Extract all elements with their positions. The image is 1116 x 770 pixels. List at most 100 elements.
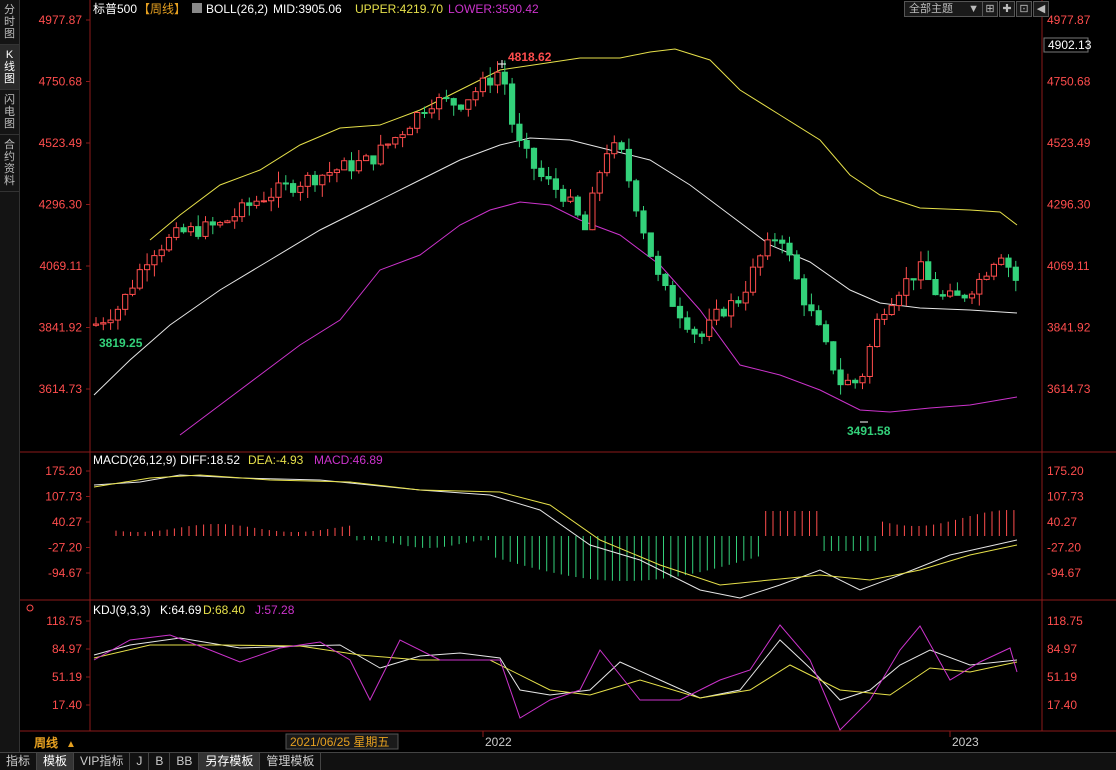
candle-body[interactable] <box>698 333 705 337</box>
candle-body[interactable] <box>793 254 800 280</box>
candle-body[interactable] <box>195 226 202 237</box>
candle-body[interactable] <box>866 346 873 377</box>
candle-body[interactable] <box>742 291 749 304</box>
tab-indicator[interactable]: 指标 <box>0 753 38 770</box>
tab-b[interactable]: B <box>149 753 171 770</box>
candle-body[interactable] <box>217 222 224 226</box>
candle-body[interactable] <box>253 200 260 206</box>
candle-body[interactable] <box>771 239 778 242</box>
candle-body[interactable] <box>494 71 501 86</box>
candle-body[interactable] <box>165 236 173 251</box>
candle-body[interactable] <box>392 137 399 145</box>
candle-body[interactable] <box>567 196 574 202</box>
candle-body[interactable] <box>209 221 216 226</box>
candle-body[interactable] <box>268 196 275 202</box>
candle-body[interactable] <box>180 227 187 233</box>
candle-body[interactable] <box>326 172 333 176</box>
candle-body[interactable] <box>903 278 910 296</box>
candle-body[interactable] <box>319 174 326 186</box>
crosshair-icon[interactable]: ✚ <box>999 1 1015 17</box>
candle-body[interactable] <box>691 328 698 335</box>
candle-body[interactable] <box>917 261 924 281</box>
candle-body[interactable] <box>538 167 545 178</box>
candle-body[interactable] <box>932 279 939 296</box>
candle-body[interactable] <box>406 127 413 136</box>
candle-body[interactable] <box>961 294 968 299</box>
candle-body[interactable] <box>530 147 538 169</box>
candle-body[interactable] <box>129 287 136 295</box>
period-selector[interactable]: 周线 <box>34 735 58 750</box>
candle-body[interactable] <box>582 214 589 231</box>
candle-body[interactable] <box>603 153 611 174</box>
tab-manage-template[interactable]: 管理模板 <box>260 753 322 770</box>
candle-body[interactable] <box>596 172 603 194</box>
candle-body[interactable] <box>275 182 282 198</box>
candle-body[interactable] <box>114 308 122 321</box>
candle-body[interactable] <box>939 294 946 297</box>
candlesticks[interactable] <box>92 60 1019 395</box>
candle-body[interactable] <box>122 293 129 310</box>
candle-body[interactable] <box>487 77 494 86</box>
candle-body[interactable] <box>144 264 151 271</box>
candle-body[interactable] <box>844 379 851 386</box>
candle-body[interactable] <box>355 160 362 172</box>
candle-body[interactable] <box>304 174 311 187</box>
tab-bb[interactable]: BB <box>170 753 200 770</box>
candle-body[interactable] <box>523 140 530 149</box>
candle-body[interactable] <box>720 308 727 317</box>
candle-body[interactable] <box>414 111 421 129</box>
candle-body[interactable] <box>998 257 1005 265</box>
candle-body[interactable] <box>282 182 289 185</box>
candle-body[interactable] <box>107 319 114 324</box>
candle-body[interactable] <box>465 99 472 110</box>
candle-body[interactable] <box>779 239 786 244</box>
candle-body[interactable] <box>640 210 647 234</box>
candle-body[interactable] <box>231 216 238 222</box>
candle-body[interactable] <box>187 226 195 233</box>
candle-body[interactable] <box>1012 266 1019 281</box>
candle-body[interactable] <box>837 369 844 386</box>
candle-body[interactable] <box>384 143 392 146</box>
sidebar-item-contract[interactable]: 合约资料 <box>0 135 19 192</box>
candle-body[interactable] <box>757 255 764 268</box>
candle-body[interactable] <box>552 178 559 190</box>
candle-body[interactable] <box>706 319 713 337</box>
candle-body[interactable] <box>662 273 669 287</box>
candle-body[interactable] <box>479 77 486 93</box>
kdj-settings-icon[interactable] <box>26 604 34 612</box>
candle-body[interactable] <box>808 304 815 312</box>
candle-body[interactable] <box>822 324 830 343</box>
candle-body[interactable] <box>516 123 523 142</box>
candle-body[interactable] <box>655 255 662 275</box>
candle-body[interactable] <box>560 188 567 202</box>
candle-body[interactable] <box>238 202 246 218</box>
candle-body[interactable] <box>983 275 990 280</box>
candle-body[interactable] <box>1005 257 1012 268</box>
candle-body[interactable] <box>968 293 976 299</box>
candle-body[interactable] <box>348 160 355 172</box>
candle-body[interactable] <box>202 221 209 237</box>
candle-body[interactable] <box>895 294 903 307</box>
tab-vip-indicator[interactable]: VIP指标 <box>74 753 131 770</box>
tab-template[interactable]: 模板 <box>37 753 75 770</box>
candle-body[interactable] <box>954 290 961 296</box>
candle-body[interactable] <box>647 232 654 257</box>
candle-body[interactable] <box>100 322 107 325</box>
frame-icon[interactable]: ⊡ <box>1016 1 1032 17</box>
candle-body[interactable] <box>574 196 581 216</box>
sidebar-item-flash[interactable]: 闪电图 <box>0 90 19 135</box>
candle-body[interactable] <box>713 308 720 321</box>
candle-body[interactable] <box>925 261 932 281</box>
candle-body[interactable] <box>92 323 100 326</box>
candle-body[interactable] <box>136 269 143 289</box>
candle-body[interactable] <box>377 144 384 165</box>
candle-body[interactable] <box>297 185 304 193</box>
zoom-icon[interactable]: ⊞ <box>982 1 998 17</box>
candle-body[interactable] <box>450 98 457 106</box>
candle-body[interactable] <box>545 176 552 180</box>
candle-body[interactable] <box>764 239 771 257</box>
candle-body[interactable] <box>421 111 428 114</box>
candle-body[interactable] <box>852 379 859 384</box>
candle-body[interactable] <box>684 317 691 330</box>
